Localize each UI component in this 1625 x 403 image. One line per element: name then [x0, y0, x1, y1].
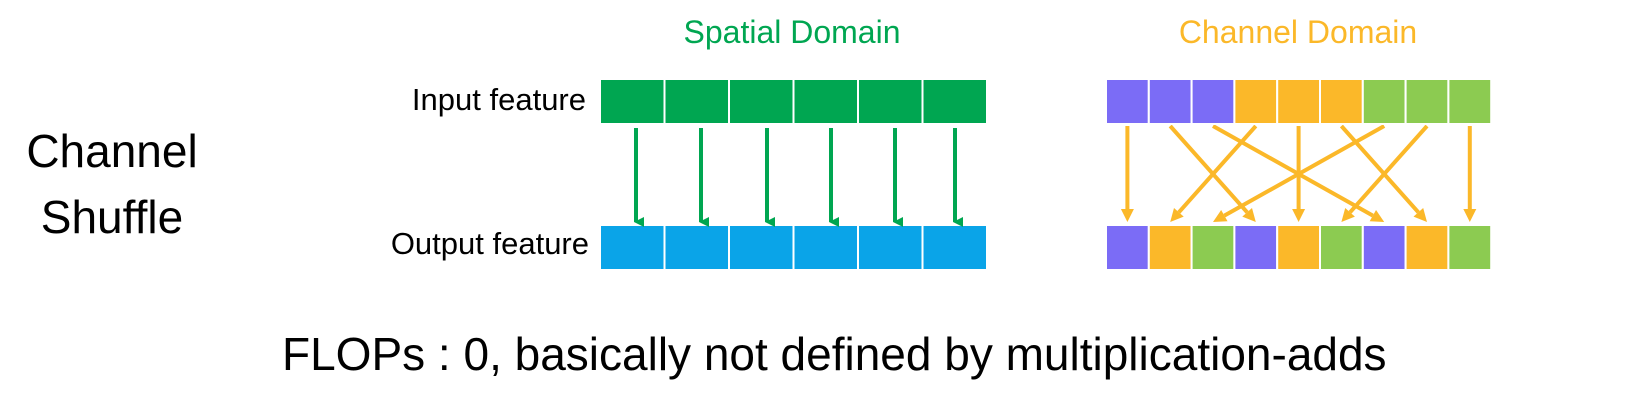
channel-arrow-shaft: [1168, 124, 1249, 214]
channel-arrow-head: [1120, 209, 1134, 222]
channel-arrow-head: [1292, 209, 1306, 222]
channel-arrow-shaft: [1348, 124, 1429, 214]
channel-arrow-head: [1170, 207, 1184, 222]
channel-arrow-head: [1213, 209, 1228, 222]
spatial-input-cell: [792, 78, 859, 125]
output-feature-label: Output feature: [390, 226, 589, 261]
spatial-input-cell: [599, 78, 666, 125]
channel-input-cell-purple: [1105, 78, 1150, 125]
channel-arrow-head: [1413, 207, 1427, 222]
spatial-input-cell: [921, 78, 988, 125]
channel-input-cell-purple: [1190, 78, 1236, 125]
channel-output-cell-green: [1190, 224, 1236, 271]
channel-output-cell-green: [1319, 224, 1364, 271]
channel-output-cell-purple: [1233, 224, 1279, 271]
channel-arrow-head: [1463, 209, 1477, 222]
spatial-output-cell: [728, 224, 795, 271]
channel-output-cell-yellow: [1147, 224, 1193, 271]
channel-input-cell-green: [1361, 78, 1407, 125]
channel-arrow-shaft: [1212, 124, 1374, 218]
channel-output-cell-green: [1447, 224, 1493, 271]
channel-arrow-shaft: [1223, 124, 1386, 218]
spatial-output-cell: [792, 224, 859, 271]
spatial-input-cell: [728, 78, 795, 125]
spatial-domain-heading: Spatial Domain: [683, 14, 901, 50]
channel-arrow-shaft: [1177, 124, 1258, 214]
channel-arrow-head: [1242, 207, 1256, 222]
spatial-arrows: [634, 128, 963, 227]
channel-input-cell-yellow: [1276, 78, 1321, 125]
spatial-output-bar: [599, 224, 988, 271]
title-line-2: Shuffle: [40, 191, 184, 243]
channel-output-cell-purple: [1105, 224, 1150, 271]
spatial-output-cell: [663, 224, 730, 271]
spatial-input-cell: [663, 78, 730, 125]
spatial-output-cell: [921, 224, 988, 271]
channel-arrows: [1120, 124, 1477, 222]
channel-domain-heading: Channel Domain: [1178, 14, 1418, 50]
title-line-1: Channel: [26, 125, 198, 177]
channel-input-cell-green: [1447, 78, 1493, 125]
flops-note: FLOPs : 0, basically not defined by mult…: [282, 328, 1387, 380]
channel-arrow-shaft: [1339, 124, 1420, 214]
channel-input-cell-yellow: [1319, 78, 1364, 125]
channel-output-cell-yellow: [1276, 224, 1321, 271]
channel-output-cell-yellow: [1404, 224, 1450, 271]
spatial-output-cell: [599, 224, 666, 271]
input-feature-label: Input feature: [411, 82, 586, 117]
channel-input-cell-yellow: [1233, 78, 1279, 125]
spatial-output-cell: [857, 224, 924, 271]
channel-input-cell-green: [1404, 78, 1450, 125]
channel-input-bar: [1105, 78, 1493, 125]
channel-output-cell-purple: [1361, 224, 1407, 271]
channel-arrow-head: [1341, 207, 1355, 222]
channel-output-bar: [1105, 224, 1493, 271]
diagram-title: Channel Shuffle: [12, 118, 212, 250]
channel-arrow-head: [1369, 209, 1385, 222]
spatial-input-cell: [857, 78, 924, 125]
channel-input-cell-purple: [1147, 78, 1193, 125]
spatial-input-bar: [599, 78, 988, 125]
